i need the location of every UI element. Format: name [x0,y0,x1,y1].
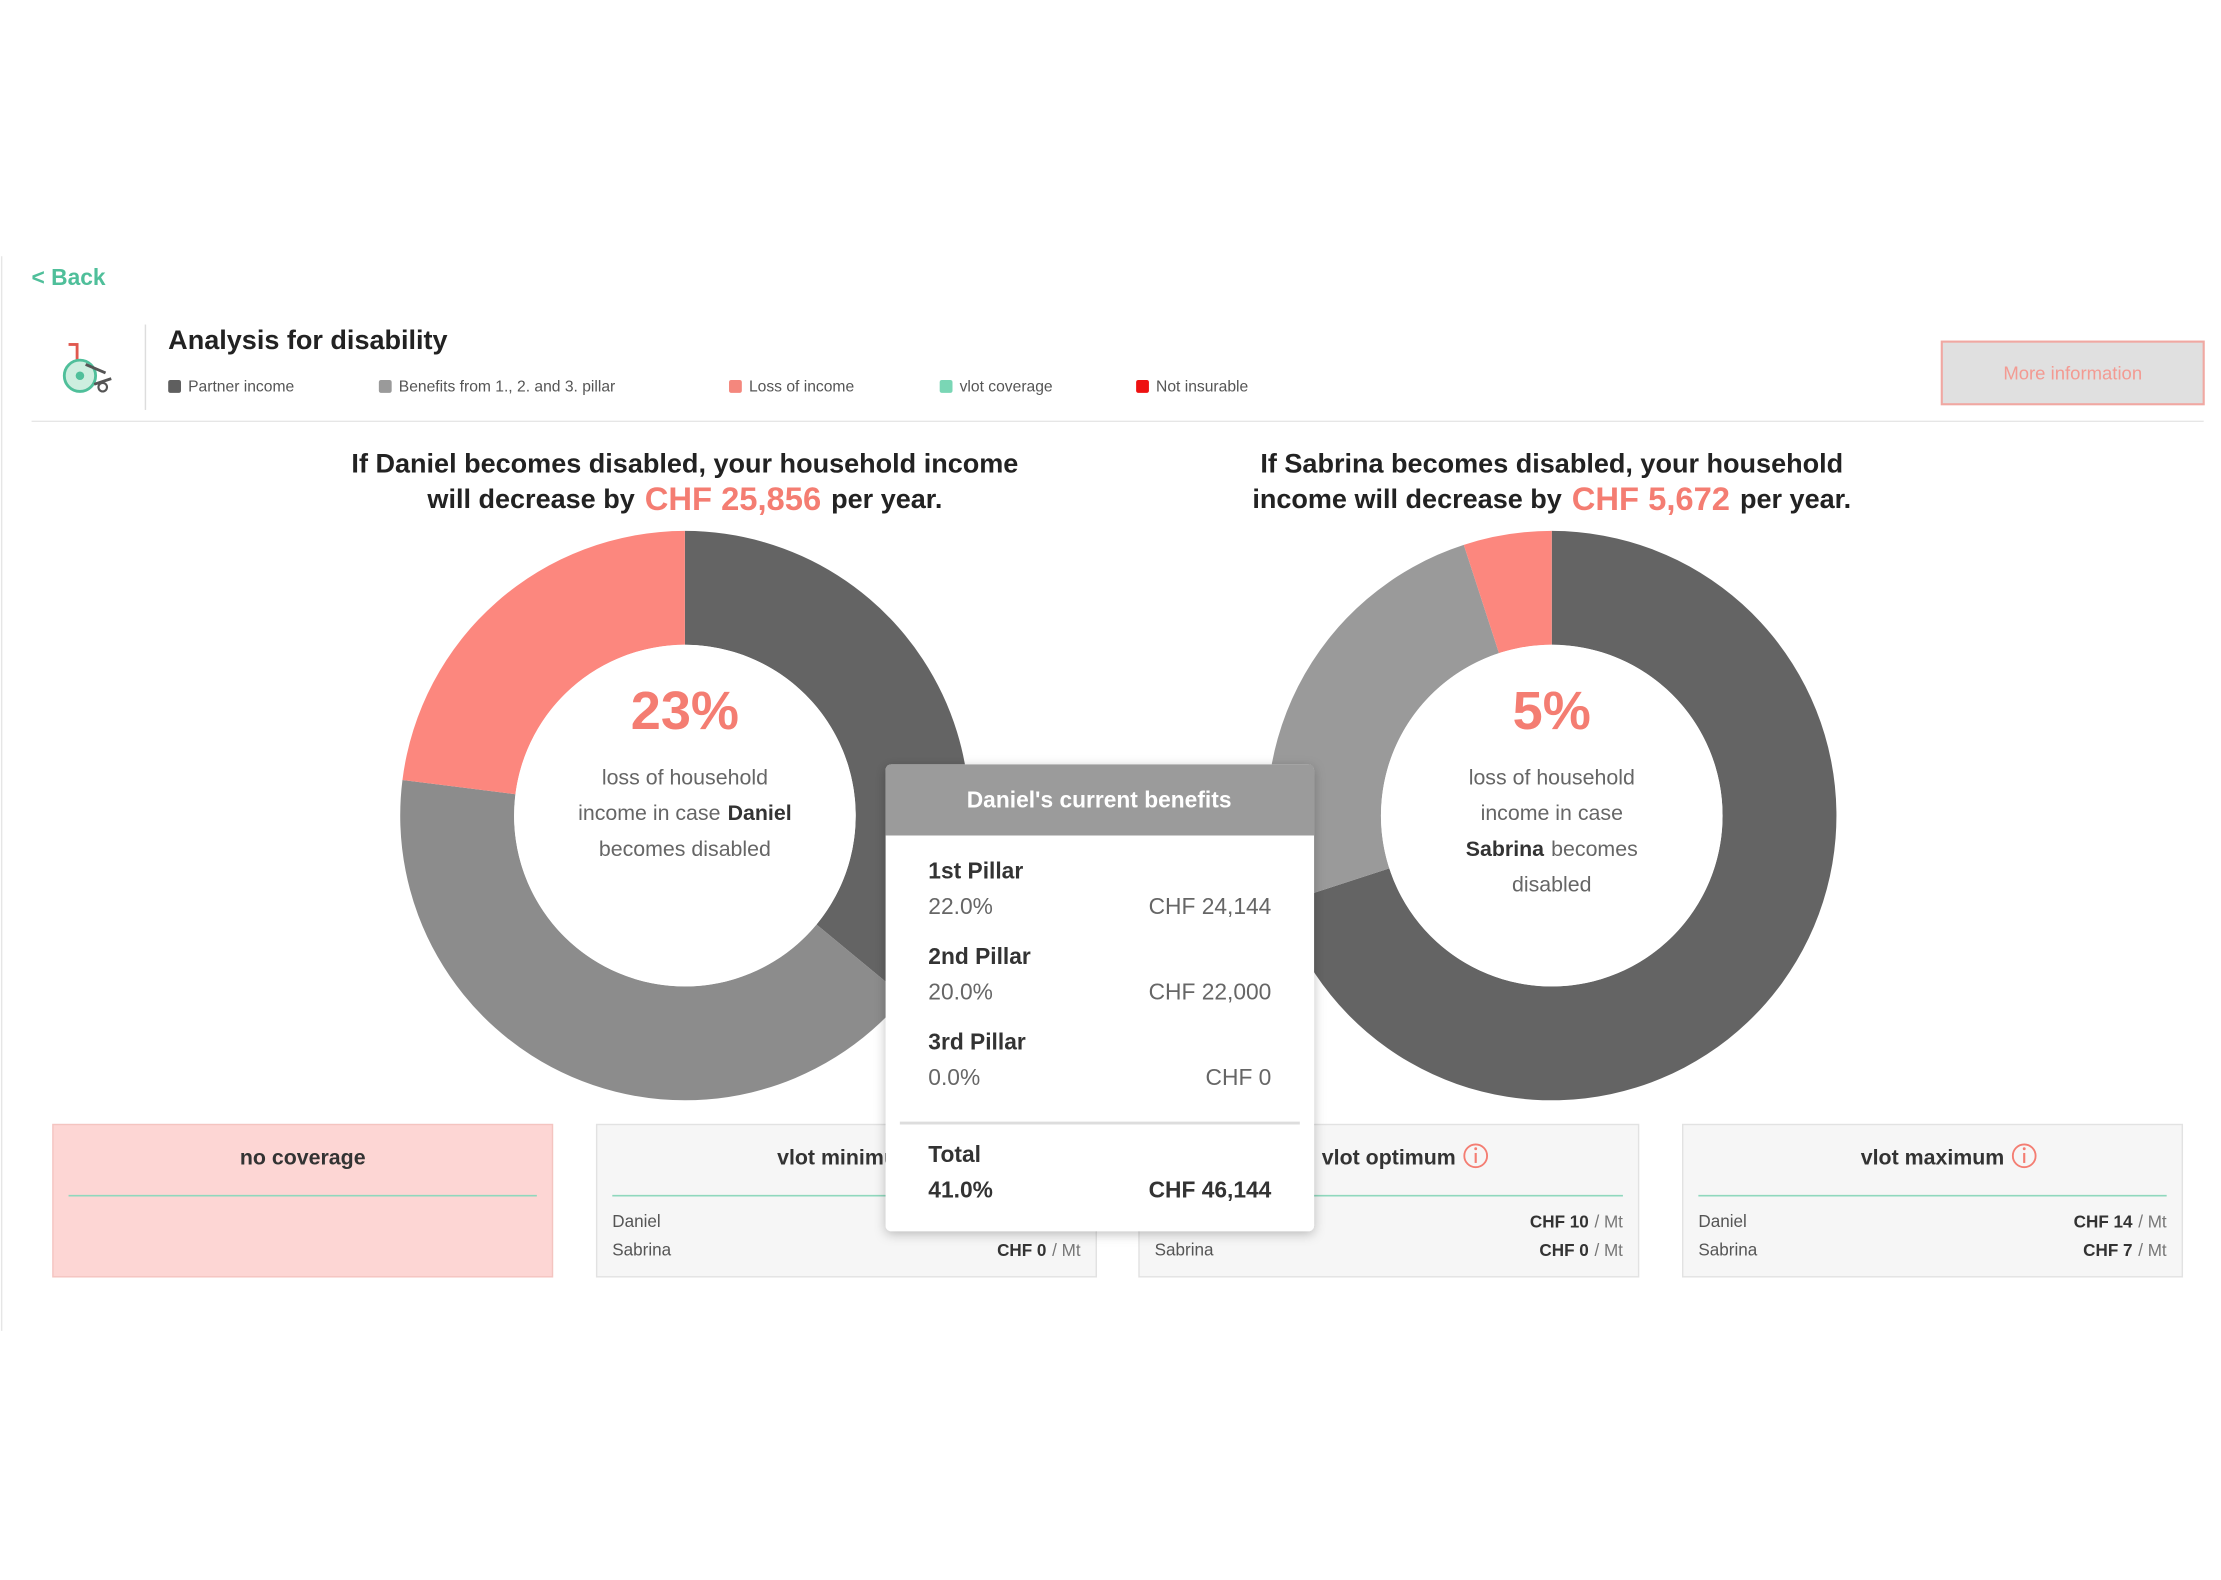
title-amount: CHF 25,856 [645,480,821,517]
legend-swatch [1136,380,1149,393]
center-caption: becomes disabled [599,836,771,860]
wheelchair-icon [62,343,112,393]
center-caption: Sabrina becomes [1466,836,1638,860]
button-label[interactable]: More information [2003,362,2142,383]
legend-label: Benefits from 1., 2. and 3. pillar [399,378,615,395]
title-text: income will decrease by [1252,484,1562,514]
tooltip: Daniel's current benefits 1st Pillar 22.0%… [885,764,1315,1232]
price-amount: CHF 0 [997,1241,1046,1260]
center-value: 23% [631,681,739,741]
legend-swatch [378,380,392,393]
donut-segment [400,779,905,1101]
benefit-name: 1st Pillar [928,858,1023,884]
caption-part: loss of household [1469,765,1635,789]
benefit-amount: CHF 0 [1206,1064,1272,1090]
row-price: CHF 0 / Mt [997,1241,1081,1260]
caption-part: loss of household [602,765,768,789]
donut-segment [402,530,685,795]
price-unit: / Mt [1594,1241,1623,1260]
row-name: Daniel [612,1212,660,1231]
title-text: will decrease by [426,484,634,514]
card-title: no coverage [240,1145,366,1169]
row-price: CHF 14 / Mt [2074,1212,2167,1231]
donut-hole [1380,644,1723,987]
donut-segment [1281,530,1837,1101]
chart-title: income will decrease by CHF 5,672 per year… [1252,480,1851,517]
row-price: CHF 0 / Mt [1539,1241,1623,1260]
card-title: vlot maximum [1861,1145,2005,1169]
caption-part: becomes disabled [599,836,771,860]
price-unit: / Mt [2138,1212,2167,1231]
center-caption: disabled [1512,872,1592,896]
back-link[interactable]: < Back [32,264,106,290]
info-icon[interactable] [2011,1143,2037,1169]
row-price: CHF 7 / Mt [2083,1241,2167,1260]
benefit-percent: 41.0% [928,1176,993,1202]
chart-title: If Daniel becomes disabled, your househo… [351,449,1018,479]
center-caption: loss of household [1469,765,1635,789]
caption-part: income in case [1481,801,1623,825]
legend-label: Not insurable [1156,378,1248,395]
center-caption: income in case [1481,801,1623,825]
legend-swatch [729,380,742,393]
title-text: per year. [1740,484,1851,514]
benefit-amount: CHF 24,144 [1149,893,1272,919]
caption-part: income in case [578,801,720,825]
benefit-name: Total [928,1141,981,1167]
donut-segment [1463,530,1552,654]
price-amount: CHF 7 [2083,1241,2132,1260]
title-amount: CHF 5,672 [1572,480,1730,517]
donut-segment [1267,544,1499,904]
legend-label: Loss of income [749,378,854,395]
benefit-amount: CHF 22,000 [1149,979,1272,1005]
center-caption: income in case Daniel [578,801,792,825]
price-amount: CHF 0 [1539,1241,1588,1260]
price-amount: CHF 10 [1530,1212,1589,1231]
card-title: vlot optimum [1322,1145,1456,1169]
caption-part: Sabrina [1466,836,1544,860]
tooltip-header [885,764,1315,836]
row-name: Daniel [1698,1212,1746,1231]
price-unit: / Mt [1594,1212,1623,1231]
tooltip-title: Daniel's current benefits [967,786,1232,812]
info-icon [2022,1147,2026,1151]
benefit-amount: CHF 46,144 [1149,1176,1272,1202]
benefit-name: 3rd Pillar [928,1028,1026,1054]
coverage-card[interactable] [52,1123,554,1278]
info-icon[interactable] [1463,1143,1489,1169]
center-value: 5% [1513,681,1591,741]
legend-label: Partner income [188,378,294,395]
page-title: Analysis for disability [168,325,447,355]
chart-title: If Sabrina becomes disabled, your househ… [1260,449,1843,479]
row-name: Sabrina [612,1241,671,1260]
row-name: Sabrina [1155,1241,1214,1260]
row-price: CHF 10 / Mt [1530,1212,1623,1231]
legend-swatch [168,380,182,393]
benefit-percent: 22.0% [928,893,993,919]
caption-part: disabled [1512,872,1592,896]
coverage-card[interactable] [1682,1123,2184,1278]
more-info-button[interactable] [1940,340,2205,406]
price-amount: CHF 14 [2074,1212,2133,1231]
price-unit: / Mt [2138,1241,2167,1260]
info-icon [1474,1147,1478,1151]
tooltip-box [885,764,1315,1232]
benefit-name: 2nd Pillar [928,943,1031,969]
center-caption: loss of household [602,765,768,789]
title-text: per year. [831,484,942,514]
donut-hole [514,644,856,987]
benefit-percent: 20.0% [928,979,993,1005]
caption-part: becomes [1551,836,1638,860]
legend-swatch [939,380,953,393]
price-unit: / Mt [1052,1241,1081,1260]
row-name: Sabrina [1698,1241,1757,1260]
chart-title: will decrease by CHF 25,856 per year. [426,480,942,517]
caption-part: Daniel [728,801,792,825]
benefit-percent: 0.0% [928,1064,980,1090]
legend-label: vlot coverage [960,378,1053,395]
